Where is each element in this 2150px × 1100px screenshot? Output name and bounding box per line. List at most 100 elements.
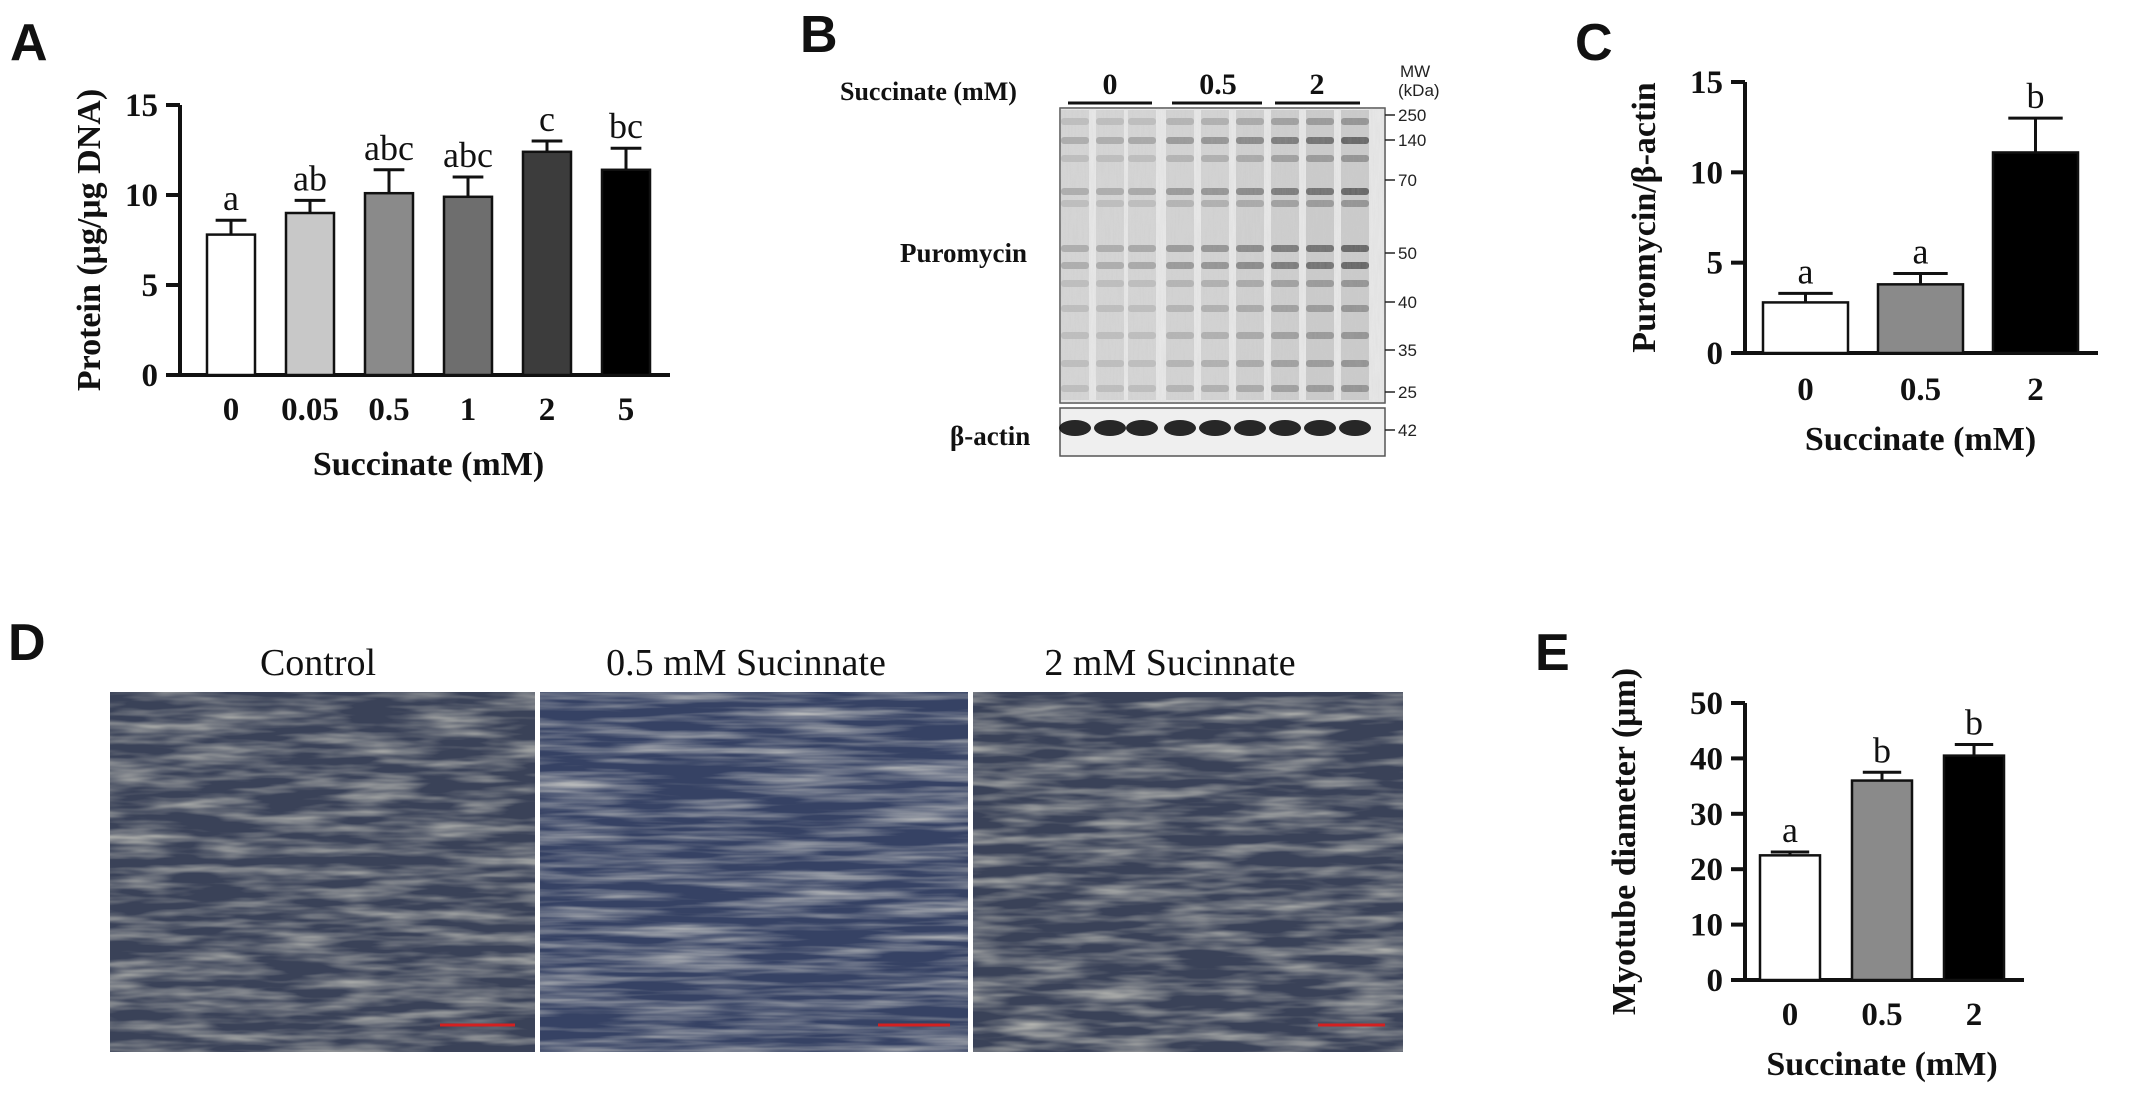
wb-mw-label: 50 <box>1398 244 1417 263</box>
significance-letter: b <box>2027 76 2045 116</box>
panel-letter-b: B <box>800 6 838 64</box>
x-tick-label: 2 <box>2027 372 2044 408</box>
bar <box>363 191 415 377</box>
significance-letter: abc <box>443 135 493 175</box>
bar <box>1991 151 2080 355</box>
panel-letter-e: E <box>1535 624 1570 682</box>
bar <box>1942 754 2006 982</box>
y-tick-label: 5 <box>1707 246 1724 282</box>
bar <box>1761 301 1850 355</box>
y-tick-label: 20 <box>1690 852 1723 888</box>
significance-letter: abc <box>364 128 414 168</box>
y-tick-label: 15 <box>1690 65 1723 101</box>
y-tick-label: 0 <box>1707 963 1724 999</box>
wb-actin-mw: 42 <box>1398 421 1417 440</box>
wb-mw-label: 25 <box>1398 383 1417 402</box>
wb-treatment-label: Succinate (mM) <box>840 77 1017 106</box>
micrographs: Control 0.5 mM Sucinnate 2 mM Sucinnate <box>110 642 1403 1052</box>
x-axis-title: Succinate (mM) <box>1805 421 2036 458</box>
y-tick-label: 10 <box>125 178 158 214</box>
bar <box>600 168 652 377</box>
significance-letter: b <box>1873 730 1891 770</box>
y-tick-label: 10 <box>1690 155 1723 191</box>
wb-group-label: 0.5 <box>1199 68 1237 101</box>
wb-mw-header: MW <box>1400 62 1430 81</box>
bar <box>1876 283 1965 355</box>
y-tick-label: 5 <box>142 268 159 304</box>
wb-actin-band <box>1199 420 1231 436</box>
wb-mw-markers: 250 140 70 50 40 35 25 <box>1385 106 1426 402</box>
x-tick-label: 0 <box>1782 997 1799 1033</box>
wb-group-label: 0 <box>1103 68 1118 101</box>
x-tick-label: 0.5 <box>1900 372 1941 408</box>
bar <box>284 211 336 377</box>
wb-group-0-5: 0.5 <box>1172 68 1262 105</box>
wb-mw-label: 35 <box>1398 341 1417 360</box>
wb-mw-label: 140 <box>1398 131 1426 150</box>
y-tick-label: 30 <box>1690 797 1723 833</box>
x-tick-label: 0.5 <box>1861 997 1902 1033</box>
panel-letter-d: D <box>8 614 46 672</box>
y-tick-label: 15 <box>125 88 158 124</box>
panel-letter-c: C <box>1575 14 1613 72</box>
y-axis-title: Puromycin/β-actin <box>1626 82 1663 352</box>
micrograph-title-2mm: 2 mM Sucinnate <box>1044 642 1295 684</box>
significance-letter: a <box>223 178 239 218</box>
micrograph-title-0-5mm: 0.5 mM Sucinnate <box>606 642 886 684</box>
y-tick-label: 0 <box>1707 336 1724 372</box>
x-tick-label: 1 <box>460 392 477 428</box>
significance-letter: bc <box>609 106 643 146</box>
significance-letter: a <box>1782 810 1798 850</box>
wb-actin-band <box>1094 420 1126 436</box>
significance-letter: b <box>1965 703 1983 743</box>
x-tick-label: 2 <box>539 392 556 428</box>
wb-actin-lanes <box>1059 420 1371 436</box>
chart-myotube-diameter: 0 10 20 30 40 50 a 0 b 0.5 b 2 Succinate (mM) Myotube… <box>1606 668 2024 1083</box>
x-tick-label: 5 <box>618 392 635 428</box>
wb-group-2: 2 <box>1275 68 1360 105</box>
x-axis-title: Succinate (mM) <box>1766 1046 1997 1083</box>
y-tick-label: 0 <box>142 358 159 394</box>
micrograph-2mm <box>973 692 1403 1052</box>
y-axis-title: Myotube diameter (μm) <box>1606 668 1643 1015</box>
y-tick-label: 50 <box>1690 686 1723 722</box>
chart-puromycin: 0 5 10 15 a 0 a 0.5 b 2 Succinate (mM) Puromycin/β-… <box>1626 65 2098 458</box>
significance-letter: a <box>1913 232 1929 272</box>
significance-letter: ab <box>293 158 327 198</box>
wb-group-0: 0 <box>1068 68 1152 105</box>
significance-letter: a <box>1798 251 1814 291</box>
bar <box>1758 854 1822 982</box>
x-tick-label: 0 <box>1797 372 1814 408</box>
wb-actin-band <box>1164 420 1196 436</box>
x-tick-label: 2 <box>1966 997 1983 1033</box>
micrograph-0-5mm <box>540 692 968 1052</box>
y-tick-label: 10 <box>1690 908 1723 944</box>
wb-band-label-actin: β-actin <box>950 421 1030 451</box>
x-tick-label: 0 <box>223 392 240 428</box>
wb-actin-band <box>1339 420 1371 436</box>
wb-band-label-puromycin: Puromycin <box>900 238 1027 268</box>
x-tick-label: 0.05 <box>281 392 339 428</box>
bar <box>442 195 494 377</box>
wb-actin-band <box>1234 420 1266 436</box>
wb-mw-label: 70 <box>1398 171 1417 190</box>
bar <box>1850 779 1914 982</box>
wb-actin-band <box>1126 420 1158 436</box>
wb-actin-band <box>1059 420 1091 436</box>
wb-mw-label: 250 <box>1398 106 1426 125</box>
panel-letter-a: A <box>10 14 48 72</box>
wb-actin-band <box>1304 420 1336 436</box>
x-tick-label: 0.5 <box>368 392 409 428</box>
bar <box>521 150 573 377</box>
chart-protein: 0 5 10 15 a 0 ab 0.05 abc 0.5 abc 1 c 2 bc 5 Succinate (… <box>71 88 670 483</box>
wb-group-label: 2 <box>1310 68 1325 101</box>
wb-mw-label: 40 <box>1398 293 1417 312</box>
significance-letter: c <box>539 99 555 139</box>
y-axis-title: Protein (μg/μg DNA) <box>71 89 108 391</box>
x-axis-title: Succinate (mM) <box>313 446 544 483</box>
y-tick-label: 40 <box>1690 741 1723 777</box>
wb-actin-band <box>1269 420 1301 436</box>
western-blot: Succinate (mM) 0 0.5 2 MW (kDa) Puromyci… <box>840 62 1440 457</box>
wb-mw-unit: (kDa) <box>1398 81 1440 100</box>
